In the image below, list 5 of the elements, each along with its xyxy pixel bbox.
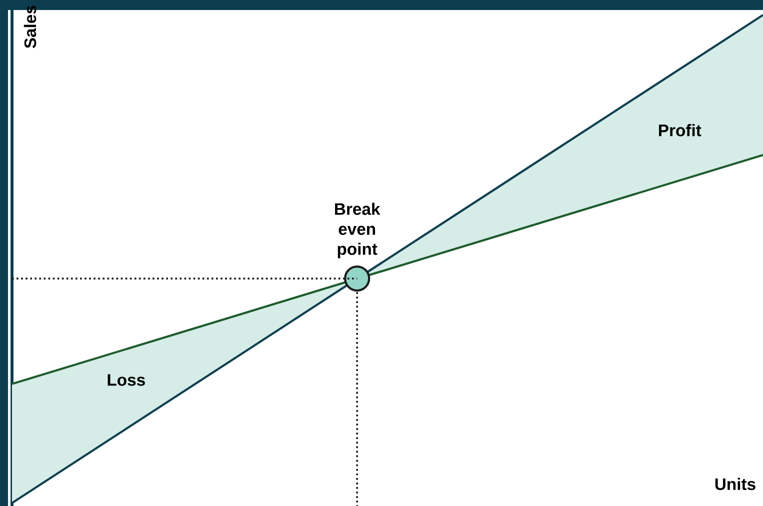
annotation: Break even point <box>335 202 380 258</box>
annotation: Loss <box>108 374 145 386</box>
annotation: Profit <box>659 124 702 136</box>
x-axis-title: Units <box>715 478 756 490</box>
y-axis-title: Sales <box>24 6 36 48</box>
